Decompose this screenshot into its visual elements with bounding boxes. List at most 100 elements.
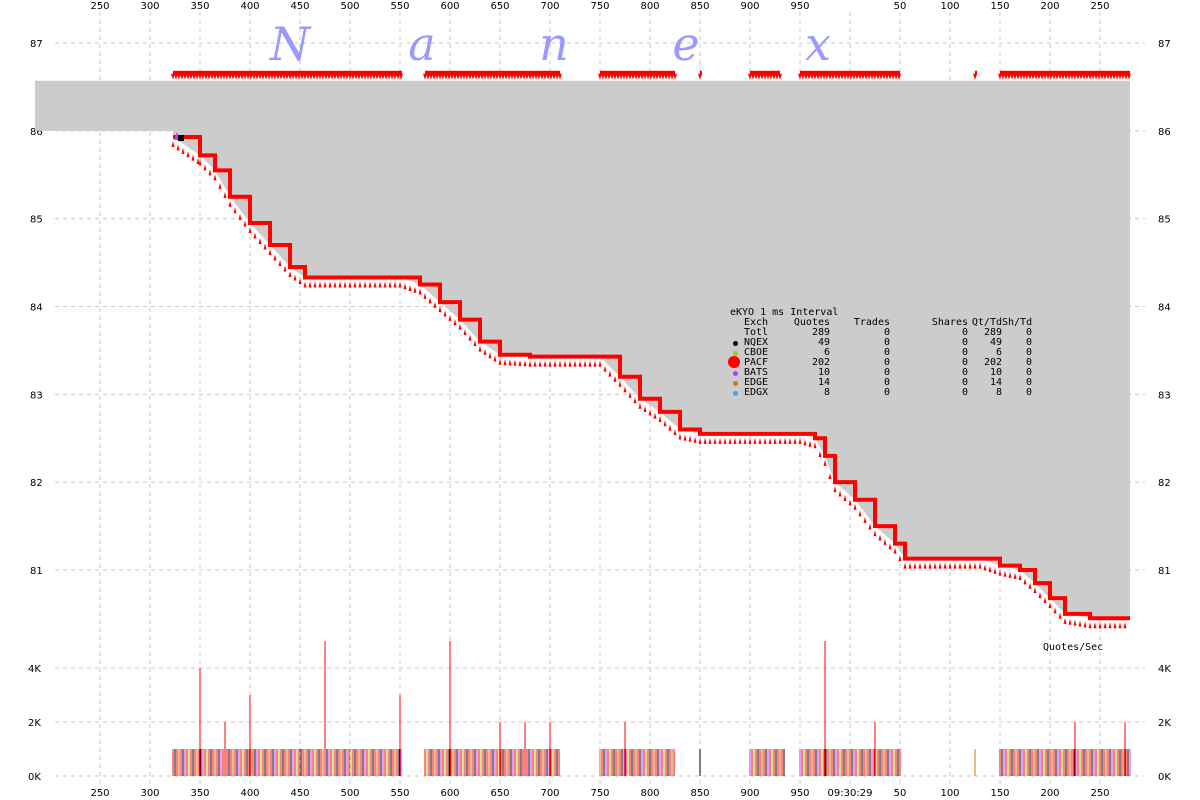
bid-marker bbox=[1068, 618, 1072, 625]
ask-marker bbox=[486, 73, 490, 80]
ask-marker bbox=[522, 73, 526, 80]
ask-marker bbox=[246, 73, 250, 80]
stats-cell-sh-td: 0 bbox=[1025, 347, 1032, 358]
vol-tick-label-left: 4K bbox=[28, 664, 41, 675]
ask-marker bbox=[177, 73, 181, 80]
x-tick-label-bottom: 550 bbox=[390, 788, 409, 799]
ask-marker bbox=[1085, 73, 1089, 80]
ask-marker bbox=[870, 73, 874, 80]
ask-quote-band bbox=[700, 70, 702, 75]
bid-quote-line bbox=[173, 134, 1130, 621]
bid-marker bbox=[663, 420, 667, 427]
ask-marker bbox=[291, 73, 295, 80]
ask-marker bbox=[459, 73, 463, 80]
ask-marker bbox=[237, 73, 241, 80]
x-tick-label-top: 500 bbox=[340, 1, 359, 12]
ask-marker bbox=[1100, 73, 1104, 80]
bid-marker bbox=[328, 281, 332, 288]
bid-marker bbox=[278, 259, 282, 266]
ask-marker bbox=[477, 73, 481, 80]
stats-cell-qt-td: 49 bbox=[989, 337, 1002, 348]
bid-marker bbox=[458, 323, 462, 330]
ask-marker bbox=[804, 73, 808, 80]
ask-marker bbox=[222, 73, 226, 80]
bid-marker bbox=[613, 375, 617, 382]
y-tick-label-left: 82 bbox=[30, 478, 43, 489]
ask-marker bbox=[513, 73, 517, 80]
ask-marker bbox=[751, 73, 755, 80]
ask-marker bbox=[330, 73, 334, 80]
bid-marker bbox=[943, 562, 947, 569]
ask-marker bbox=[351, 73, 355, 80]
x-tick-label-top: 150 bbox=[990, 1, 1009, 12]
stats-cell-qt-td: 6 bbox=[995, 347, 1002, 358]
ask-marker bbox=[670, 73, 674, 80]
bid-marker bbox=[378, 281, 382, 288]
bid-marker bbox=[438, 306, 442, 313]
ask-marker bbox=[888, 73, 892, 80]
ask-marker bbox=[760, 73, 764, 80]
bid-marker bbox=[738, 437, 742, 444]
bid-marker bbox=[393, 281, 397, 288]
bid-marker bbox=[493, 355, 497, 362]
ask-marker bbox=[429, 73, 433, 80]
bid-marker bbox=[453, 319, 457, 326]
ask-marker bbox=[858, 73, 862, 80]
x-tick-label-bottom: 300 bbox=[140, 788, 159, 799]
ask-marker bbox=[432, 73, 436, 80]
ask-marker bbox=[450, 73, 454, 80]
header-quotes: Quotes bbox=[793, 317, 830, 328]
bid-marker bbox=[748, 437, 752, 444]
time-label-bg bbox=[826, 0, 874, 11]
bid-marker bbox=[823, 459, 827, 466]
bid-marker bbox=[948, 562, 952, 569]
ask-marker bbox=[1034, 73, 1038, 80]
ask-marker bbox=[510, 73, 514, 80]
bid-marker bbox=[953, 562, 957, 569]
bid-marker bbox=[883, 538, 887, 545]
bid-marker bbox=[903, 562, 907, 569]
stats-cell-quotes: 6 bbox=[823, 347, 830, 358]
ask-marker bbox=[807, 73, 811, 80]
x-tick-label-bottom: 950 bbox=[790, 788, 809, 799]
ask-marker bbox=[336, 73, 340, 80]
x-tick-label-bottom: 400 bbox=[240, 788, 259, 799]
stats-cell-quotes: 49 bbox=[817, 337, 830, 348]
ask-marker bbox=[462, 73, 466, 80]
bid-marker bbox=[191, 154, 195, 161]
ask-marker bbox=[294, 73, 298, 80]
x-tick-label-top: 350 bbox=[190, 1, 209, 12]
ask-marker bbox=[186, 73, 190, 80]
ask-marker bbox=[534, 73, 538, 80]
stats-row-edge: EDGE 14 0 0 14 0 bbox=[730, 378, 1032, 388]
legend-marker-icon bbox=[733, 391, 738, 396]
stats-cell-trades: 0 bbox=[883, 387, 890, 398]
bid-marker bbox=[938, 562, 942, 569]
x-tick-label-top: 800 bbox=[640, 1, 659, 12]
nqex-marker bbox=[178, 135, 184, 141]
bid-marker bbox=[503, 359, 507, 366]
ask-marker bbox=[769, 73, 773, 80]
bid-marker bbox=[228, 200, 232, 207]
bid-marker bbox=[1098, 622, 1102, 629]
bid-marker bbox=[973, 562, 977, 569]
ask-marker bbox=[885, 73, 889, 80]
bid-marker bbox=[838, 490, 842, 497]
ask-marker bbox=[387, 73, 391, 80]
bid-marker bbox=[1123, 622, 1127, 629]
ask-marker bbox=[816, 73, 820, 80]
ask-marker bbox=[849, 73, 853, 80]
ask-marker bbox=[354, 73, 358, 80]
bid-marker bbox=[1083, 621, 1087, 628]
watermark-letter: e bbox=[672, 17, 699, 71]
bid-marker bbox=[1073, 619, 1077, 626]
ask-marker bbox=[1001, 73, 1005, 80]
bid-marker bbox=[1093, 622, 1097, 629]
bid-marker bbox=[233, 207, 237, 214]
x-tick-label-top: 250 bbox=[90, 1, 109, 12]
ask-marker bbox=[622, 73, 626, 80]
bid-marker bbox=[298, 278, 302, 285]
watermark-letter: n bbox=[539, 17, 569, 71]
bid-marker bbox=[698, 437, 702, 444]
stats-cell-trades: 0 bbox=[883, 367, 890, 378]
